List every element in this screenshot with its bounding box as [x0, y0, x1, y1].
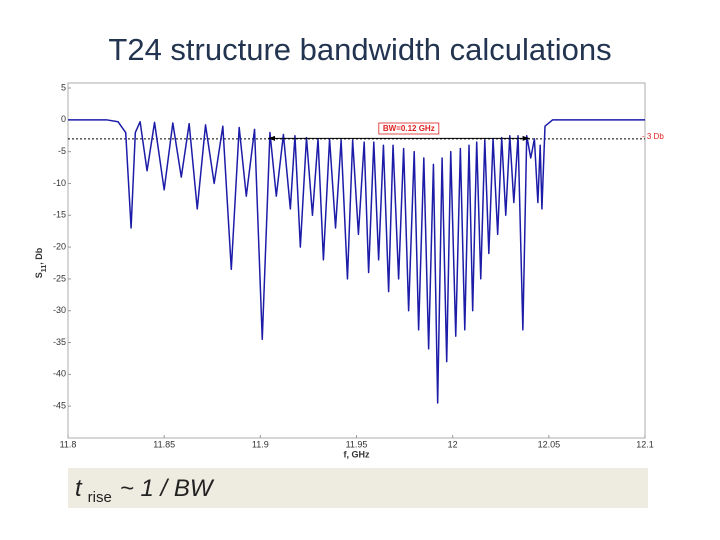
bandwidth-label-box	[378, 122, 440, 135]
arrow-head	[268, 135, 276, 141]
formula-rest: ~ 1 / BW	[120, 475, 215, 502]
y-axis-label: S11, Db	[34, 247, 47, 278]
x-tick-label: 12.1	[636, 439, 654, 449]
y-tick-label: -20	[53, 241, 66, 251]
bandwidth-label: BW=0.12 GHz	[383, 124, 435, 133]
x-tick-label: 12	[448, 439, 458, 449]
formula-sub: rise	[88, 489, 112, 506]
y-axis-label-sub: 11	[41, 265, 48, 273]
y-tick-label: -25	[53, 273, 66, 283]
x-tick-label: 11.8	[60, 439, 77, 449]
x-tick-label: 11.95	[346, 439, 368, 449]
slide-title: T24 structure bandwidth calculations	[108, 32, 611, 67]
formula-symbol: t	[75, 475, 83, 502]
formula-box	[68, 468, 648, 508]
y-tick-label: -15	[53, 210, 66, 220]
x-tick-label: 11.85	[153, 439, 175, 449]
arrow-head	[522, 135, 530, 141]
y-tick-label: -30	[53, 305, 66, 315]
x-tick-label: 12.05	[538, 439, 561, 449]
y-tick-label: 0	[61, 114, 66, 124]
y-tick-label: -45	[53, 401, 66, 411]
x-tick-label: 11.9	[252, 439, 269, 449]
x-axis-label: f, GHz	[344, 449, 370, 459]
plot-frame	[67, 82, 646, 439]
y-tick-label: -10	[53, 178, 66, 188]
y-tick-label: -40	[53, 369, 66, 379]
reference-label: - 3 Db	[642, 132, 664, 141]
y-tick-label: 5	[61, 82, 66, 92]
y-axis-label-unit: , Db	[34, 247, 44, 265]
y-tick-label: -5	[58, 146, 66, 156]
formula: t rise ~ 1 / BW	[75, 475, 215, 506]
y-axis-label-main: S	[34, 272, 44, 278]
data-line	[68, 119, 645, 404]
y-tick-label: -35	[53, 337, 66, 347]
